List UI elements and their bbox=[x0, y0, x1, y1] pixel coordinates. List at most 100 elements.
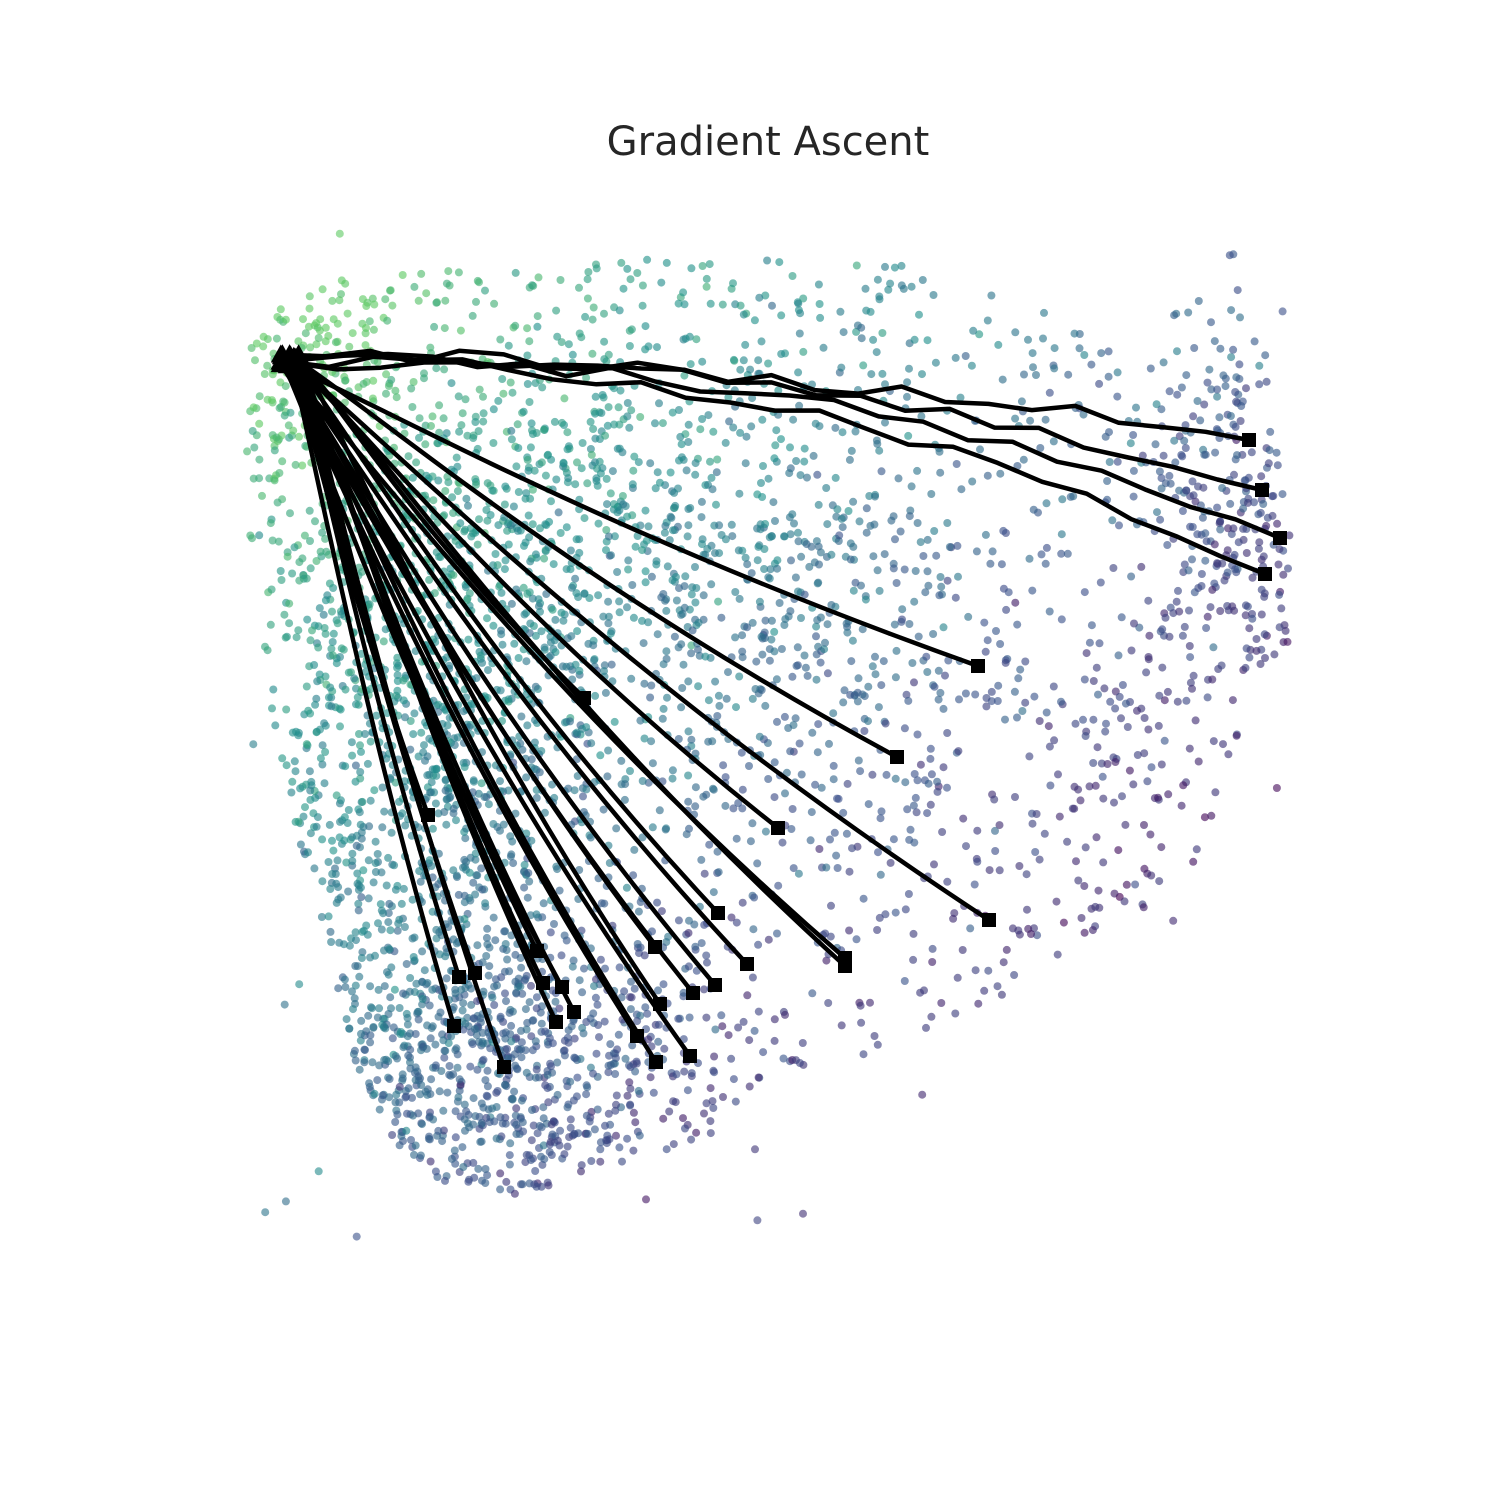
scatter-point bbox=[609, 500, 618, 509]
scatter-point bbox=[388, 1131, 397, 1139]
scatter-point bbox=[587, 739, 596, 748]
scatter-point bbox=[685, 824, 693, 833]
trajectory-end-marker bbox=[971, 659, 985, 673]
trajectory-end-marker bbox=[447, 1019, 461, 1033]
scatter-point bbox=[491, 936, 500, 945]
scatter-point bbox=[884, 285, 893, 294]
scatter-point bbox=[798, 1039, 807, 1047]
scatter-point bbox=[524, 511, 533, 520]
scatter-point bbox=[275, 469, 284, 477]
scatter-point bbox=[320, 624, 329, 632]
scatter-point bbox=[499, 389, 508, 398]
scatter-point bbox=[928, 958, 937, 966]
scatter-point bbox=[1017, 397, 1026, 406]
scatter-point bbox=[493, 1087, 502, 1095]
scatter-point bbox=[566, 546, 575, 555]
scatter-point bbox=[1175, 486, 1184, 495]
scatter-point bbox=[501, 556, 510, 565]
scatter-point bbox=[1025, 554, 1034, 563]
scatter-point bbox=[625, 1078, 634, 1087]
scatter-point bbox=[426, 343, 435, 352]
scatter-point bbox=[988, 547, 997, 556]
scatter-point bbox=[1098, 772, 1107, 781]
scatter-point bbox=[854, 756, 863, 765]
scatter-point bbox=[939, 704, 948, 713]
scatter-point bbox=[467, 1000, 476, 1009]
scatter-point bbox=[556, 1126, 565, 1135]
scatter-point bbox=[739, 356, 748, 365]
scatter-point bbox=[814, 542, 823, 551]
trajectory-end-marker bbox=[452, 970, 466, 984]
scatter-point bbox=[538, 383, 547, 392]
scatter-point bbox=[929, 630, 938, 638]
scatter-point bbox=[523, 455, 532, 464]
scatter-point bbox=[702, 951, 711, 960]
scatter-point bbox=[334, 984, 343, 993]
scatter-point bbox=[271, 721, 280, 730]
scatter-point bbox=[362, 302, 371, 310]
scatter-point bbox=[654, 1037, 663, 1046]
scatter-point bbox=[348, 329, 357, 338]
scatter-point bbox=[859, 1050, 868, 1059]
scatter-point bbox=[1241, 663, 1250, 672]
scatter-point bbox=[923, 535, 932, 544]
scatter-point bbox=[451, 1133, 460, 1142]
scatter-point bbox=[682, 466, 691, 475]
scatter-point bbox=[837, 363, 846, 372]
scatter-point bbox=[397, 1132, 406, 1141]
trajectory-18 bbox=[296, 353, 662, 1006]
scatter-point bbox=[775, 599, 784, 607]
scatter-point bbox=[472, 1031, 481, 1040]
scatter-point bbox=[354, 899, 363, 908]
scatter-point bbox=[905, 364, 913, 373]
scatter-point bbox=[1147, 763, 1156, 772]
scatter-point bbox=[426, 1034, 435, 1043]
scatter-point bbox=[659, 704, 668, 713]
scatter-point bbox=[501, 1081, 509, 1089]
scatter-point bbox=[799, 1209, 807, 1218]
scatter-point bbox=[418, 978, 427, 987]
scatter-point bbox=[351, 928, 360, 937]
scatter-point bbox=[780, 621, 789, 629]
scatter-point bbox=[539, 1103, 548, 1112]
scatter-point bbox=[692, 584, 701, 592]
scatter-point bbox=[461, 395, 470, 404]
scatter-point bbox=[938, 828, 947, 836]
scatter-point bbox=[1100, 684, 1109, 693]
scatter-point bbox=[866, 998, 874, 1007]
scatter-point bbox=[304, 706, 313, 715]
scatter-point bbox=[869, 335, 878, 344]
scatter-point bbox=[425, 1112, 434, 1121]
scatter-point bbox=[528, 1016, 537, 1025]
scatter-point bbox=[251, 356, 259, 365]
scatter-point bbox=[591, 458, 599, 467]
scatter-point bbox=[702, 1013, 711, 1022]
scatter-point bbox=[736, 301, 745, 310]
scatter-point bbox=[335, 938, 344, 947]
scatter-point bbox=[1181, 444, 1190, 452]
scatter-point bbox=[1070, 804, 1079, 813]
scatter-point bbox=[679, 288, 688, 297]
scatter-point bbox=[357, 1029, 365, 1038]
scatter-point bbox=[288, 777, 297, 786]
scatter-point bbox=[1213, 385, 1222, 394]
scatter-point bbox=[335, 296, 344, 305]
scatter-point bbox=[321, 629, 330, 638]
scatter-point bbox=[944, 656, 953, 665]
scatter-point bbox=[951, 353, 960, 362]
scatter-point bbox=[874, 703, 883, 712]
scatter-point bbox=[537, 1019, 546, 1028]
scatter-point bbox=[1152, 400, 1161, 409]
trajectory-3 bbox=[298, 351, 1281, 541]
scatter-point bbox=[1232, 397, 1241, 406]
scatter-point bbox=[795, 739, 804, 748]
scatter-point bbox=[644, 618, 653, 627]
scatter-point bbox=[580, 589, 589, 598]
scatter-point bbox=[717, 613, 726, 622]
scatter-point bbox=[545, 1148, 554, 1156]
scatter-point bbox=[615, 306, 624, 315]
scatter-point bbox=[517, 1026, 525, 1035]
scatter-point bbox=[406, 717, 415, 725]
scatter-point bbox=[490, 1117, 499, 1126]
scatter-point bbox=[1054, 770, 1062, 779]
